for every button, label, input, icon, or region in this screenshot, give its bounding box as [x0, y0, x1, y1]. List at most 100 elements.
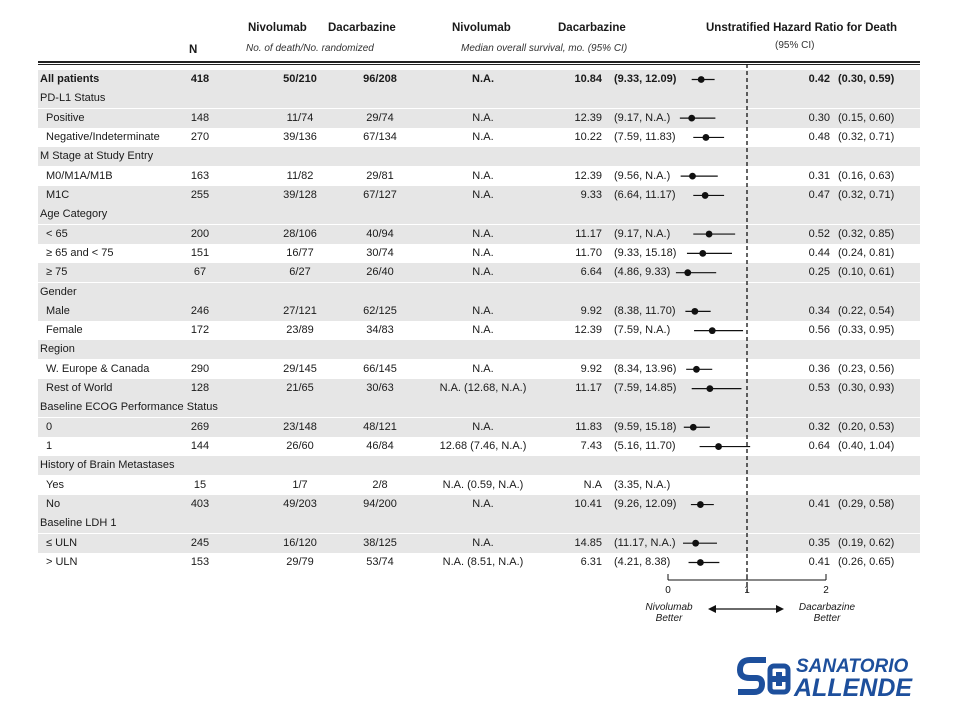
deaths-dacarbazine: 30/63: [366, 382, 394, 395]
deaths-nivolumab: 27/121: [283, 304, 317, 317]
ci-dacarbazine: (9.33, 15.18): [614, 246, 677, 259]
hazard-ratio: 0.41: [808, 556, 830, 568]
ci-dacarbazine: (7.59, N.A.): [614, 324, 671, 337]
n-value: 128: [190, 382, 210, 395]
group-header-row: M Stage at Study Entry: [38, 147, 920, 167]
n-value: 15: [193, 478, 207, 491]
hazard-ratio: 0.48: [808, 130, 830, 143]
group-header-row: Baseline ECOG Performance Status: [38, 398, 920, 418]
median-os-dacarbazine: 10.41: [574, 498, 602, 511]
deaths-dacarbazine: 30/74: [366, 246, 394, 259]
row-label: < 65: [46, 227, 68, 240]
hr-point: [699, 249, 707, 257]
table-row: Male 246 27/121 62/125 N.A. 9.92 (8.38, 11.70)…: [38, 301, 920, 321]
median-os-nivolumab: N.A.: [472, 111, 494, 124]
table-row: Yes 15 1/7 2/8 N.A. (0.59, N.A.) N.A (3.35, N.…: [38, 476, 920, 495]
hazard-ratio-ci: (0.32, 0.71): [838, 188, 895, 201]
median-os-dacarbazine: 11.70: [575, 246, 602, 259]
deaths-nivolumab: 6/27: [289, 266, 311, 279]
hazard-ratio: 0.36: [808, 362, 830, 375]
deaths-nivolumab: 39/128: [283, 188, 317, 201]
ci-dacarbazine: (9.33, 12.09): [614, 73, 677, 85]
col-header-deaths-dacarbazine: Dacarbazine: [328, 22, 396, 34]
row-label: M1C: [46, 188, 70, 201]
hazard-ratio: 0.64: [808, 440, 830, 453]
median-os-nivolumab: N.A.: [472, 362, 494, 375]
sanatorio-allende-logo: SANATORIO ALLENDE: [736, 656, 912, 705]
table-row: ≥ 75 67 6/27 26/40 N.A. 6.64 (4.86, 9.33) 0.25 (…: [38, 263, 920, 283]
hazard-ratio-ci: (0.40, 1.04): [838, 440, 895, 453]
n-value: 255: [190, 188, 210, 201]
hazard-ratio-ci: (0.30, 0.59): [838, 73, 895, 85]
table-row: Rest of World 128 21/65 30/63 N.A. (12.68, N…: [38, 379, 920, 399]
hr-point: [691, 307, 699, 315]
table-row: W. Europe & Canada 290 29/145 66/145 N.A. 9.9…: [38, 360, 920, 379]
hazard-ratio-ci: (0.30, 0.93): [838, 382, 895, 395]
row-label: M Stage at Study Entry: [40, 150, 154, 163]
median-os-nivolumab: N.A.: [472, 73, 494, 85]
hr-point: [708, 327, 716, 335]
median-os-dacarbazine: 6.64: [580, 266, 602, 279]
n-value: 148: [190, 111, 210, 124]
deaths-dacarbazine: 53/74: [366, 556, 394, 568]
hr-point: [705, 230, 713, 238]
row-label: Negative/Indeterminate: [46, 130, 160, 143]
median-os-dacarbazine: 6.31: [580, 556, 602, 568]
median-os-dacarbazine: 10.22: [574, 130, 602, 143]
table-row: M0/M1A/M1B 163 11/82 29/81 N.A. 12.39 (9.56, N…: [38, 167, 920, 186]
hazard-ratio-ci: (0.20, 0.53): [838, 420, 895, 433]
row-label: Male: [46, 304, 70, 317]
group-header-row: PD-L1 Status: [38, 89, 920, 109]
median-os-nivolumab: N.A.: [472, 246, 494, 259]
row-label: ≥ 65 and < 75: [46, 246, 114, 259]
hazard-ratio: 0.30: [808, 111, 830, 124]
deaths-dacarbazine: 67/127: [363, 188, 397, 201]
table-row: 0 269 23/148 48/121 N.A. 11.83 (9.59, 15.18) 0.…: [38, 417, 920, 437]
median-os-nivolumab: N.A.: [472, 169, 494, 182]
group-header-row: Gender: [38, 282, 920, 302]
header-rule-bottom: [38, 64, 920, 65]
hazard-ratio: 0.41: [808, 498, 830, 511]
axis-left-label-line1: Nivolumab: [645, 602, 693, 613]
table-row: Female 172 23/89 34/83 N.A. 12.39 (7.59, N.A.)…: [38, 321, 920, 340]
row-label: All patients: [40, 73, 100, 85]
deaths-dacarbazine: 66/145: [363, 362, 397, 375]
row-label: > ULN: [46, 556, 78, 568]
axis-right-label: Dacarbazine Better: [786, 602, 868, 624]
hr-point: [706, 385, 714, 393]
hr-subheader: (95% CI): [775, 40, 815, 51]
arrow-left-icon: [708, 605, 716, 613]
deaths-nivolumab: 1/7: [292, 478, 308, 491]
median-os-dacarbazine: 11.17: [575, 382, 602, 395]
n-value: 270: [190, 130, 210, 143]
arrow-right-icon: [776, 605, 784, 613]
table-row: No 403 49/203 94/200 N.A. 10.41 (9.26, 12.09) 0…: [38, 495, 920, 515]
hr-point: [688, 114, 696, 122]
median-os-nivolumab: N.A.: [472, 420, 494, 433]
row-label: W. Europe & Canada: [46, 362, 150, 375]
deaths-dacarbazine: 29/81: [366, 169, 394, 182]
hazard-ratio: 0.25: [808, 266, 830, 279]
row-label: Positive: [46, 111, 85, 124]
n-value: 144: [190, 440, 210, 453]
row-label: ≥ 75: [46, 266, 68, 279]
deaths-nivolumab: 39/136: [283, 130, 317, 143]
median-os-dacarbazine: 7.43: [580, 440, 602, 453]
ci-dacarbazine: (7.59, 11.83): [614, 130, 676, 143]
table-row: All patients 418 50/210 96/208 N.A. 10.84 (9.3…: [38, 70, 920, 89]
median-os-dacarbazine: 9.92: [580, 304, 602, 317]
hazard-ratio: 0.42: [808, 73, 830, 85]
hazard-ratio: 0.47: [808, 188, 830, 201]
row-label: 0: [46, 420, 53, 433]
hr-point: [701, 192, 709, 199]
row-label: Rest of World: [46, 382, 113, 395]
deaths-nivolumab: 16/77: [286, 246, 314, 259]
deaths-nivolumab: 23/89: [286, 324, 314, 337]
median-os-nivolumab: N.A.: [472, 266, 494, 279]
deaths-dacarbazine: 96/208: [363, 73, 397, 85]
deaths-dacarbazine: 48/121: [363, 420, 397, 433]
hr-point: [696, 559, 704, 566]
median-os-nivolumab: N.A.: [472, 324, 494, 337]
table-row: < 65 200 28/106 40/94 N.A. 11.17 (9.17, N.A.) 0…: [38, 224, 920, 244]
